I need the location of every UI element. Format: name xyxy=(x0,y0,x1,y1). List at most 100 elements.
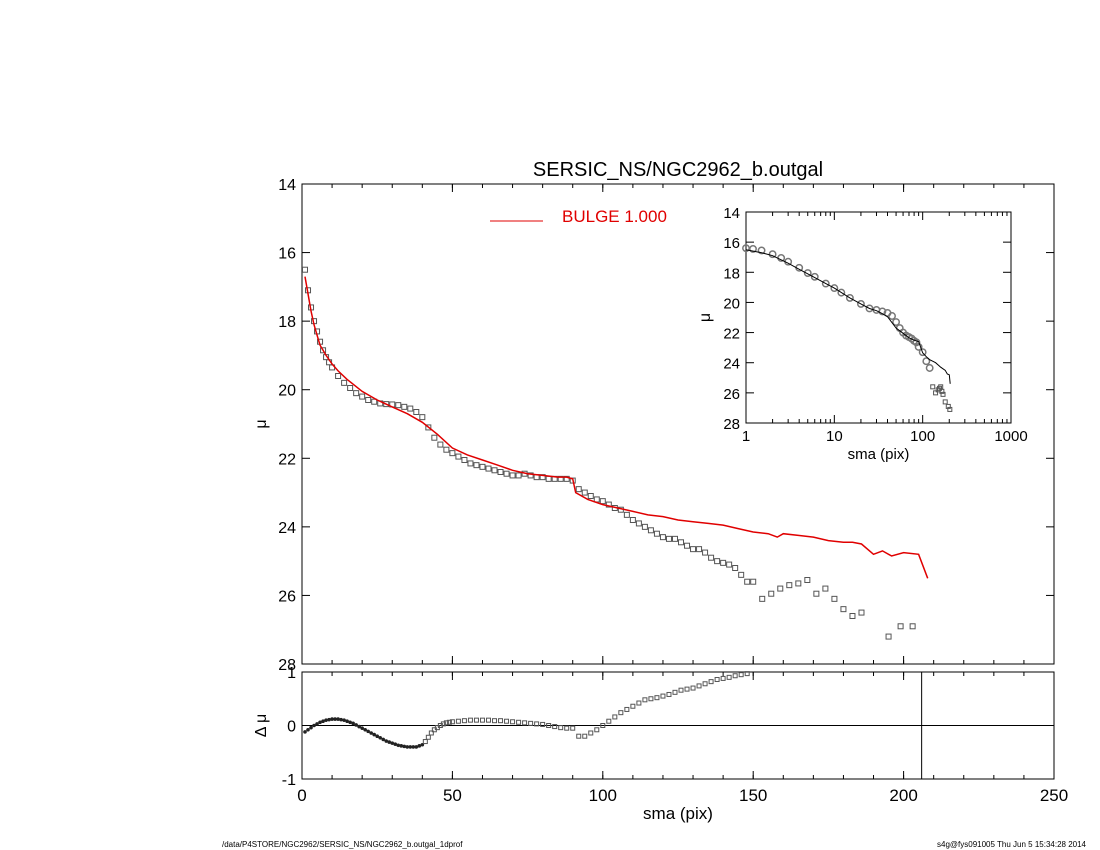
residual-data-point xyxy=(738,672,744,678)
residual-data-point xyxy=(381,737,386,742)
residual-data-point xyxy=(315,722,319,726)
residual-data-point xyxy=(642,697,648,703)
inset-data-point xyxy=(830,284,839,293)
main-data-point xyxy=(437,441,444,448)
residual-data-point xyxy=(600,723,606,728)
main-data-point xyxy=(485,465,492,472)
residual-data-point xyxy=(422,739,428,745)
main-data-point xyxy=(840,606,847,613)
main-data-point xyxy=(629,517,636,523)
inset-outer-data-point xyxy=(942,399,948,405)
main-data-point xyxy=(635,520,642,527)
main-data-point xyxy=(575,486,582,493)
residual-data-point xyxy=(425,734,431,740)
main-data-point xyxy=(641,523,648,530)
inset-plot-frame xyxy=(745,211,1012,424)
residual-data-point xyxy=(455,718,461,724)
main-data-point xyxy=(581,489,588,496)
residual-x-axis-label: sma (pix) xyxy=(643,804,713,823)
main-data-point xyxy=(302,266,309,273)
residual-data-point xyxy=(606,718,612,724)
residual-x-tick-label: 250 xyxy=(1040,786,1068,805)
residual-data-point xyxy=(354,723,358,727)
residual-data-point xyxy=(672,689,678,695)
main-data-point xyxy=(569,477,576,484)
residual-data-point xyxy=(552,724,558,730)
inset-outer-data-point xyxy=(938,384,944,390)
residual-data-point xyxy=(402,744,407,749)
residual-data-point xyxy=(303,730,307,734)
inset-data-point xyxy=(821,279,830,288)
residual-data-point xyxy=(485,717,491,723)
main-data-point xyxy=(449,450,456,457)
inset-background xyxy=(746,212,1011,423)
inset-data-point xyxy=(845,293,854,302)
main-data-point xyxy=(479,463,486,470)
inset-data-point xyxy=(865,304,874,313)
residual-data-point xyxy=(624,706,630,712)
main-data-point xyxy=(726,561,733,568)
residual-data-point xyxy=(678,687,684,693)
residual-data-point xyxy=(564,725,570,731)
residual-data-point xyxy=(516,719,522,725)
residual-data-point xyxy=(387,740,392,744)
residual-data-point xyxy=(411,745,416,749)
main-y-tick-label: 14 xyxy=(278,177,296,194)
main-data-point xyxy=(795,580,802,587)
residual-data-point xyxy=(618,710,624,716)
main-data-point xyxy=(858,609,865,616)
main-y-tick-label: 26 xyxy=(278,588,296,605)
residual-data-point xyxy=(594,727,600,733)
inset-data-point xyxy=(757,246,766,255)
main-data-point xyxy=(359,393,366,400)
residual-data-point xyxy=(440,721,446,727)
main-data-point xyxy=(831,595,838,602)
residual-y-axis-label: Δ μ xyxy=(253,714,270,737)
main-data-point xyxy=(335,373,342,379)
residual-data-point xyxy=(708,679,714,685)
residual-data-point xyxy=(318,720,322,725)
main-data-point xyxy=(822,585,829,592)
main-data-point xyxy=(419,414,426,421)
main-y-tick-label: 22 xyxy=(278,451,296,468)
residual-data-point xyxy=(327,717,331,722)
inset-data-point xyxy=(878,307,887,316)
residual-data-point xyxy=(384,739,389,743)
main-data-point xyxy=(455,453,462,460)
inset-x-tick-label: 100 xyxy=(910,428,935,445)
residual-data-point xyxy=(351,721,355,726)
residual-data-point xyxy=(558,725,564,731)
residual-data-point xyxy=(467,717,473,723)
main-data-point xyxy=(395,402,402,409)
main-data-point xyxy=(527,472,534,479)
main-data-point xyxy=(407,405,414,412)
residual-data-point xyxy=(417,744,422,748)
main-data-point xyxy=(431,434,438,441)
residual-data-point xyxy=(336,717,340,721)
residual-data-point xyxy=(522,720,528,726)
residual-data-point xyxy=(473,717,479,723)
main-data-point xyxy=(491,467,498,474)
residual-data-point xyxy=(660,693,666,699)
main-data-point xyxy=(443,446,450,453)
residual-data-point xyxy=(309,725,313,730)
main-data-point xyxy=(720,559,727,566)
residual-data-point xyxy=(684,686,690,692)
main-data-point xyxy=(473,462,480,469)
main-data-point xyxy=(497,469,504,475)
residual-data-point xyxy=(324,718,328,722)
inset-data-point xyxy=(922,357,931,366)
main-data-point xyxy=(347,385,354,391)
inset-data-point xyxy=(810,272,819,281)
inset-x-tick-label: 10 xyxy=(826,428,843,445)
main-data-point xyxy=(653,530,660,537)
residual-data-point xyxy=(732,673,738,679)
legend-label: BULGE 1.000 xyxy=(562,207,667,226)
inset-outer-data-point xyxy=(939,388,945,394)
residual-data-point xyxy=(345,719,349,724)
residual-data-point xyxy=(690,685,696,691)
residual-data-point xyxy=(461,718,467,724)
residual-data-point xyxy=(330,717,334,721)
inset-x-tick-label: 1 xyxy=(742,428,750,445)
main-data-point xyxy=(371,398,378,405)
